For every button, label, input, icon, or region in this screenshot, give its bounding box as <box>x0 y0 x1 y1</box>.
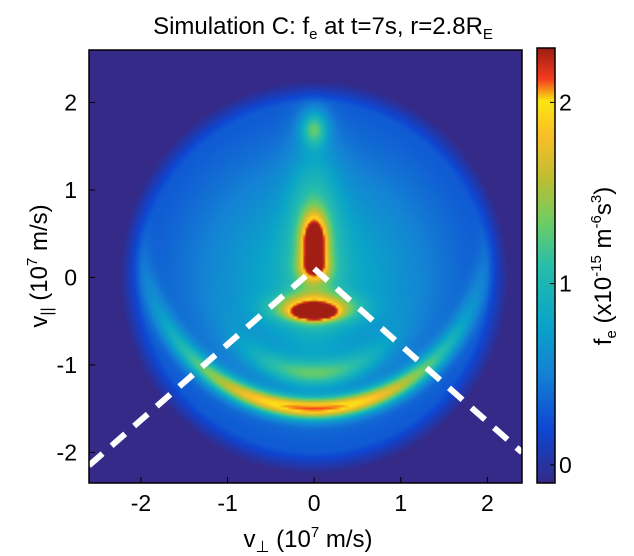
x-tick-label: 1 <box>394 490 407 516</box>
chart-title-rest: at t=7s, r=2.8R <box>317 13 482 40</box>
y-axis-label-base: v <box>26 316 53 328</box>
y-tick-label: 0 <box>64 264 77 290</box>
dashed-line-2 <box>312 266 522 455</box>
y-tick-label: -2 <box>57 439 77 465</box>
colorbar-label-sup2: -6 <box>588 215 605 228</box>
colorbar-label: fe (x10-15 m-6s3) <box>588 187 620 345</box>
heatmap-image <box>89 50 522 483</box>
colorbar-label-rest3: s <box>590 203 617 215</box>
y-axis-label-sub: || <box>39 307 56 315</box>
colorbar-label-rest4: ) <box>590 187 617 195</box>
dashed-lines <box>89 266 522 468</box>
colorbar-tick-label: 0 <box>559 452 572 478</box>
x-axis-label-base: v <box>244 526 256 553</box>
y-axis: -2 -1 0 1 2 <box>57 89 95 465</box>
y-axis-label-rest: (10 <box>26 266 53 307</box>
x-axis: -2 -1 0 1 2 <box>131 477 494 516</box>
colorbar-label-sup1: -15 <box>588 255 605 277</box>
x-axis-label-sup: 7 <box>311 524 319 541</box>
x-tick-label: 2 <box>481 490 494 516</box>
colorbar-frame <box>536 47 556 484</box>
colorbar-tick-label: 2 <box>559 89 572 115</box>
x-tick-label: -1 <box>217 490 237 516</box>
x-axis-label-rest: (10 <box>269 526 310 553</box>
y-axis-label-tail: m/s) <box>26 204 53 257</box>
colorbar-label-rest1: (x10 <box>590 277 617 330</box>
x-axis-label-tail: m/s) <box>319 526 372 553</box>
colorbar-label-sup3: 3 <box>588 195 605 203</box>
x-axis-label-sub: ⊥ <box>256 539 270 556</box>
colorbar-tick-label: 1 <box>559 271 572 297</box>
plot-frame <box>88 49 523 484</box>
chart-title: Simulation C: fe at t=7s, r=2.8RE <box>153 13 493 43</box>
y-tick-label: -1 <box>57 352 77 378</box>
dashed-line-1 <box>89 266 317 468</box>
chart-title-main-sub: e <box>309 26 317 43</box>
chart-title-main: Simulation C: f <box>153 13 309 40</box>
plot-area <box>88 49 523 484</box>
colorbar: 0 1 2 <box>536 47 572 484</box>
colorbar-ticks: 0 1 2 <box>550 89 572 478</box>
colorbar-gradient <box>537 48 555 483</box>
colorbar-label-rest2: m <box>590 228 617 255</box>
colorbar-label-sub: e <box>603 330 620 338</box>
x-tick-label: -2 <box>131 490 151 516</box>
chart-title-rest-sub: E <box>483 26 493 43</box>
x-tick-label: 0 <box>308 490 321 516</box>
x-axis-label: v⊥ (107 m/s) <box>244 524 373 556</box>
y-tick-label: 1 <box>64 177 77 203</box>
y-axis-label: v|| (107 m/s) <box>24 204 56 327</box>
y-axis-label-sup: 7 <box>24 258 41 266</box>
colorbar-label-base: f <box>590 338 617 345</box>
y-tick-label: 2 <box>64 89 77 115</box>
